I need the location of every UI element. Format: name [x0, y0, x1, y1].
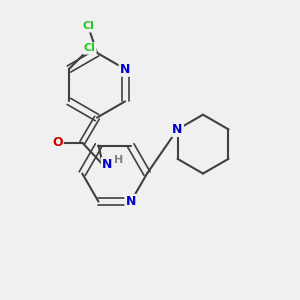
Text: N: N	[102, 158, 112, 171]
Text: N: N	[120, 62, 130, 76]
Text: N: N	[126, 195, 136, 208]
Text: O: O	[52, 136, 63, 149]
Text: N: N	[172, 123, 183, 136]
Text: Cl: Cl	[84, 44, 95, 53]
Text: H: H	[115, 155, 124, 165]
Text: Cl: Cl	[82, 21, 94, 31]
